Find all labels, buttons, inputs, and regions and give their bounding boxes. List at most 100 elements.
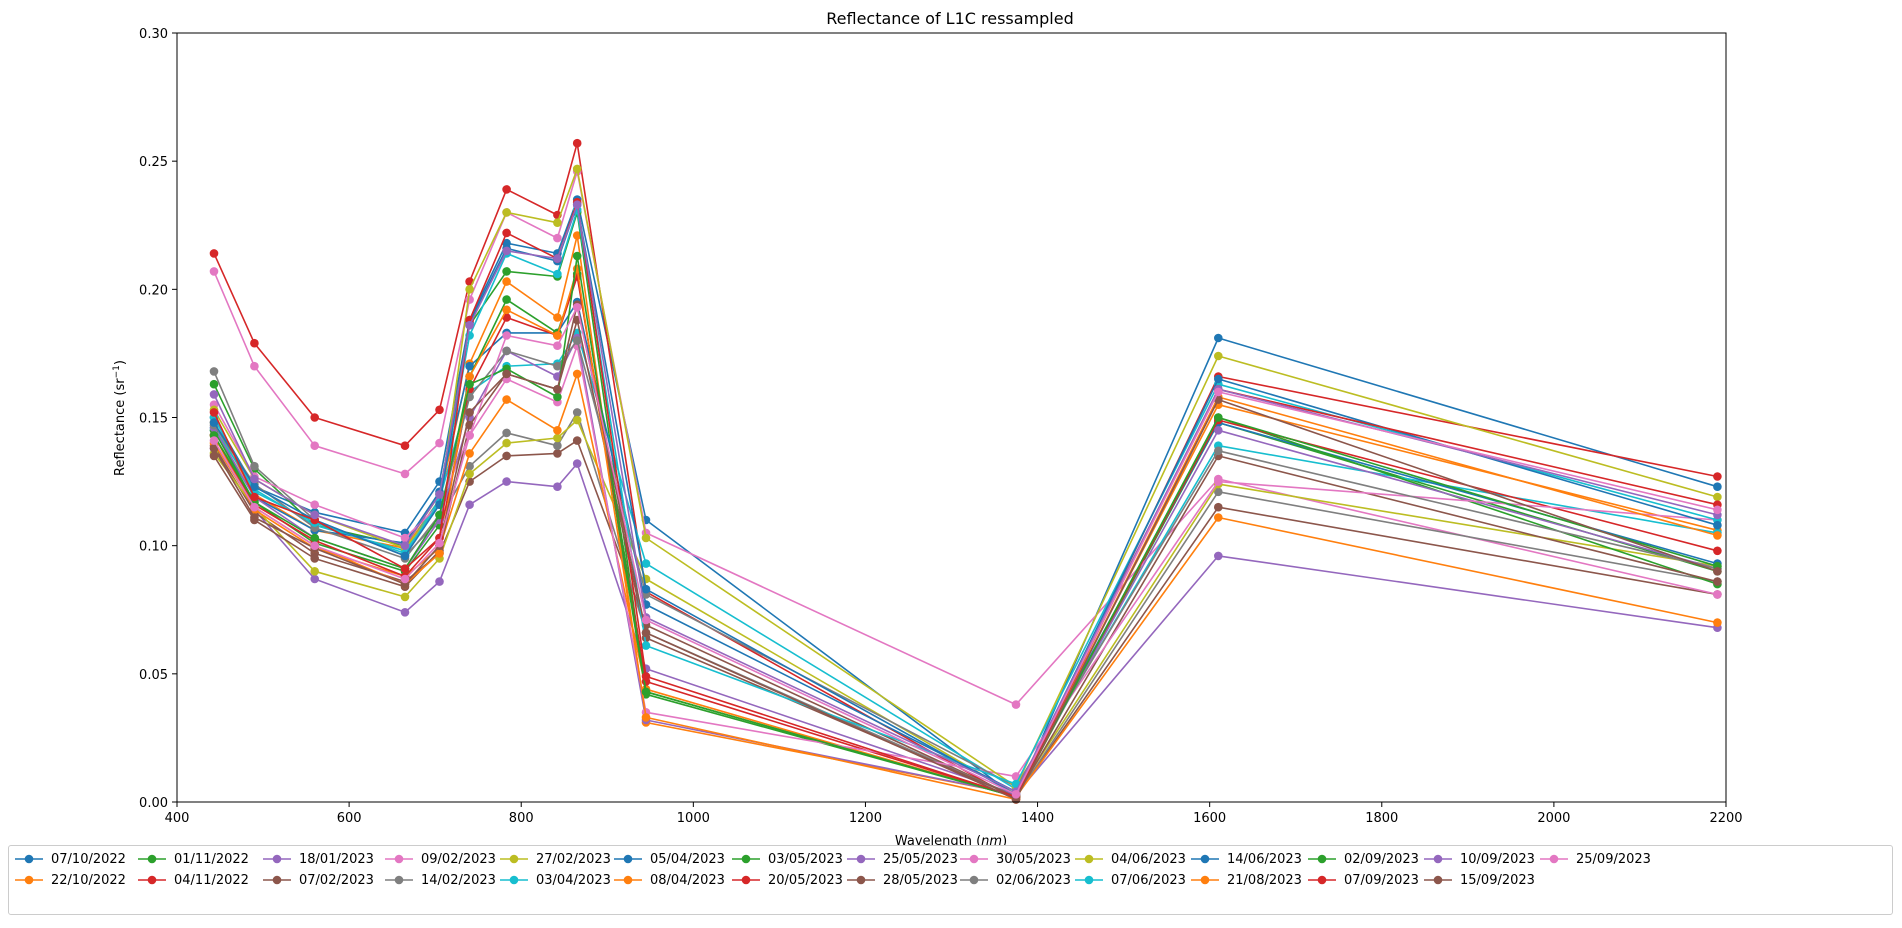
y-axis-label-suffix: ) [113, 360, 128, 365]
data-point [641, 584, 651, 594]
data-point [1214, 351, 1223, 361]
data-point [641, 533, 651, 543]
legend-entry: 03/05/2023 [732, 849, 843, 869]
data-point [1011, 790, 1021, 799]
legend-swatch [1424, 854, 1452, 864]
data-point [572, 138, 582, 148]
x-tick-label: 2200 [1709, 811, 1742, 826]
legend: 07/10/2022 22/10/2022 01/11/2022 04/11/2022… [8, 845, 1893, 915]
legend-label: 07/02/2023 [299, 872, 374, 888]
data-point [465, 408, 474, 417]
data-point [553, 433, 562, 443]
data-point [250, 338, 259, 348]
data-point [502, 295, 511, 304]
series-25 [209, 200, 1722, 796]
data-point [250, 482, 259, 492]
data-point [1713, 472, 1722, 481]
data-point [250, 461, 259, 471]
legend-entry: 25/05/2023 [847, 849, 958, 869]
y-tick-label: 0.10 [139, 540, 168, 555]
data-point [572, 336, 582, 345]
data-point [1214, 477, 1223, 486]
data-point [502, 451, 511, 461]
y-axis-label: Reflectance (sr−1) [112, 360, 128, 476]
data-point [1713, 505, 1722, 515]
data-point [465, 449, 474, 458]
legend-label: 09/02/2023 [421, 851, 496, 867]
legend-swatch [385, 875, 413, 885]
data-point [465, 361, 474, 371]
series-7 [209, 167, 1722, 709]
data-point [209, 267, 219, 276]
data-point [1713, 618, 1722, 627]
data-point [502, 228, 511, 238]
data-point [572, 251, 582, 261]
x-tick-label: 1000 [677, 811, 710, 826]
data-point [502, 438, 511, 448]
x-tick-label: 1800 [1365, 811, 1398, 826]
series-22 [209, 264, 1722, 804]
legend-swatch [1191, 875, 1219, 885]
data-point [435, 549, 444, 558]
x-tick-label: 1400 [1021, 811, 1054, 826]
data-point [209, 444, 219, 453]
legend-swatch [385, 854, 413, 864]
data-point [641, 628, 651, 638]
data-point [209, 451, 219, 461]
data-point [553, 233, 562, 243]
data-point [641, 672, 651, 681]
y-axis-label-prefix: Reflectance (sr [113, 378, 128, 476]
data-point [465, 461, 474, 471]
series-15 [209, 333, 1722, 799]
data-point [502, 346, 511, 356]
data-point [572, 436, 582, 445]
legend-swatch [960, 854, 988, 864]
data-point [435, 438, 444, 448]
data-point [553, 269, 562, 279]
legend-swatch [614, 875, 642, 885]
legend-swatch [15, 875, 43, 885]
legend-entry: 10/09/2023 [1424, 849, 1535, 869]
legend-swatch [1191, 854, 1219, 864]
series-4 [209, 138, 1722, 804]
chart-title: Reflectance of L1C ressampled [826, 9, 1074, 28]
data-point [310, 500, 320, 510]
data-point [1713, 531, 1722, 540]
legend-swatch [263, 875, 291, 885]
legend-entry: 09/02/2023 [385, 849, 496, 869]
legend-entry: 22/10/2022 [15, 870, 126, 890]
data-point [1214, 446, 1223, 456]
legend-label: 30/05/2023 [996, 851, 1071, 867]
legend-label: 07/06/2023 [1111, 872, 1186, 888]
plot-frame [176, 32, 1727, 803]
data-point [310, 567, 320, 576]
data-point [435, 490, 444, 499]
series-19 [209, 164, 1722, 791]
legend-entry: 07/10/2022 [15, 849, 126, 869]
legend-label: 22/10/2022 [51, 872, 126, 888]
data-point [553, 482, 562, 492]
legend-swatch [1424, 875, 1452, 885]
data-point [1713, 577, 1722, 586]
data-point [553, 331, 562, 340]
legend-entry: 07/09/2023 [1308, 870, 1419, 890]
data-point [572, 415, 582, 425]
series-line [213, 142, 1718, 801]
data-point [209, 367, 219, 376]
data-point [435, 577, 444, 586]
legend-label: 14/02/2023 [421, 872, 496, 888]
legend-label: 04/11/2022 [174, 872, 249, 888]
legend-entry: 14/06/2023 [1191, 849, 1302, 869]
data-point [1214, 513, 1223, 522]
data-point [465, 320, 474, 330]
series-line [213, 170, 1718, 706]
legend-swatch [847, 875, 875, 885]
data-point [1713, 492, 1722, 502]
data-point [1214, 551, 1223, 561]
data-point [502, 331, 511, 340]
data-point [502, 305, 511, 315]
legend-label: 03/04/2023 [536, 872, 611, 888]
legend-entry: 01/11/2022 [138, 849, 249, 869]
